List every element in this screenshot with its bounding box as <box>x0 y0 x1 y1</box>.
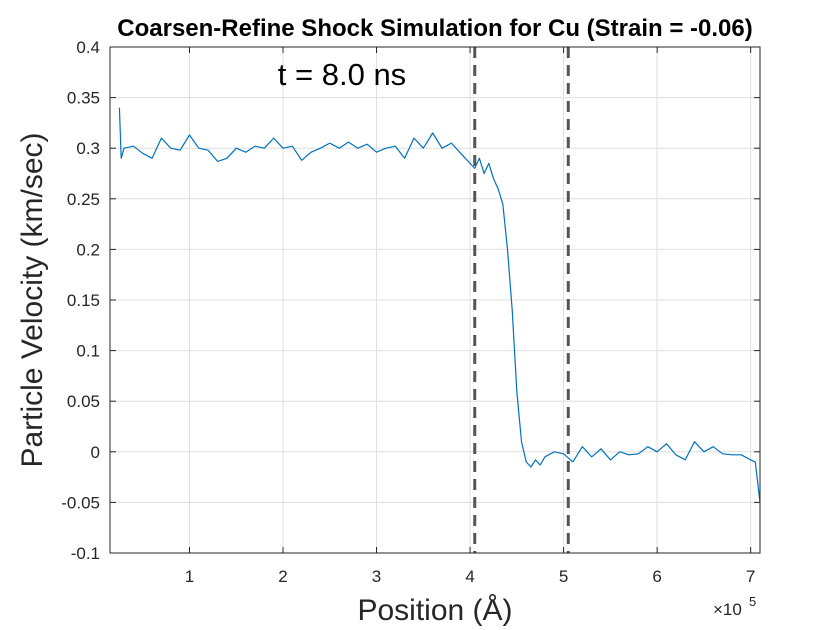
series-line <box>118 107 761 503</box>
chart-title: Coarsen-Refine Shock Simulation for Cu (… <box>117 15 752 42</box>
x-exponent-base: ×10 <box>713 600 742 619</box>
x-exponent-power: 5 <box>749 594 756 609</box>
y-tick-label: -0.05 <box>61 493 100 512</box>
y-tick-label: 0.15 <box>67 291 100 310</box>
x-tick-label: 6 <box>652 567 661 586</box>
x-tick-label: 4 <box>465 567 474 586</box>
y-tick-label: 0.25 <box>67 190 100 209</box>
x-tick-label: 1 <box>185 567 194 586</box>
y-axis-label: Particle Velocity (km/sec) <box>16 132 49 467</box>
y-tick-label: 0.4 <box>76 38 100 57</box>
y-tick-label: 0.3 <box>76 139 100 158</box>
plot-area: 1 2 3 4 5 6 7 -0.1 -0.05 0 0.05 0.1 0.15 0.2 0.25 0.3 0… <box>61 38 761 586</box>
x-tick-label: 7 <box>746 567 755 586</box>
y-tick-label: 0 <box>91 443 100 462</box>
y-tick-label: 0.2 <box>76 240 100 259</box>
y-tick-label: 0.35 <box>67 89 100 108</box>
y-tick-label: 0.1 <box>76 342 100 361</box>
reference-lines <box>473 47 570 553</box>
x-tick-label: 5 <box>559 567 568 586</box>
x-axis-exponent: ×10 5 <box>713 594 756 619</box>
y-axis-ticks: -0.1 -0.05 0 0.05 0.1 0.15 0.2 0.25 0.3 0.35 0.4 <box>61 38 760 563</box>
y-tick-label: -0.1 <box>71 544 100 563</box>
x-axis-ticks: 1 2 3 4 5 6 7 <box>185 47 755 586</box>
series-group <box>118 107 761 503</box>
time-annotation: t = 8.0 ns <box>278 57 406 92</box>
x-tick-label: 2 <box>278 567 287 586</box>
x-tick-label: 3 <box>372 567 381 586</box>
x-axis-label: Position (Å) <box>357 594 512 627</box>
y-tick-label: 0.05 <box>67 392 100 411</box>
